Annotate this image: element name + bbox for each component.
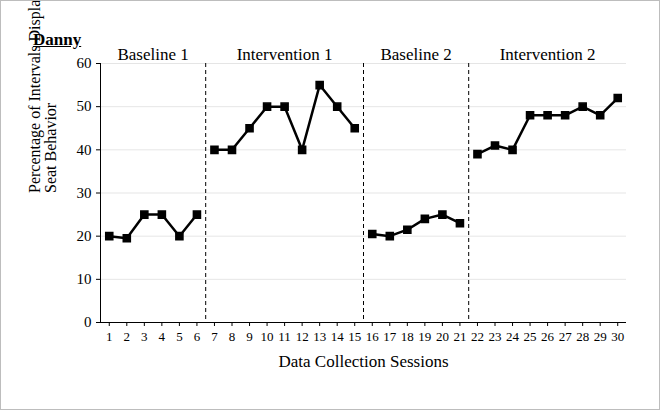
svg-text:17: 17 <box>383 329 397 344</box>
svg-text:20: 20 <box>77 228 92 244</box>
svg-text:24: 24 <box>506 329 520 344</box>
svg-text:30: 30 <box>77 185 92 201</box>
svg-text:25: 25 <box>524 329 537 344</box>
svg-text:14: 14 <box>331 329 345 344</box>
svg-text:26: 26 <box>541 329 555 344</box>
svg-text:27: 27 <box>559 329 573 344</box>
svg-text:7: 7 <box>211 329 218 344</box>
svg-text:40: 40 <box>77 142 92 158</box>
svg-text:15: 15 <box>348 329 361 344</box>
svg-text:21: 21 <box>453 329 466 344</box>
svg-text:Intervention 2: Intervention 2 <box>500 45 596 64</box>
svg-text:Baseline 1: Baseline 1 <box>117 45 188 64</box>
svg-text:5: 5 <box>176 329 183 344</box>
svg-text:3: 3 <box>141 329 148 344</box>
svg-text:4: 4 <box>159 329 166 344</box>
svg-text:Data Collection Sessions: Data Collection Sessions <box>279 352 449 371</box>
svg-text:23: 23 <box>489 329 502 344</box>
svg-text:18: 18 <box>401 329 414 344</box>
svg-text:28: 28 <box>576 329 589 344</box>
svg-text:1: 1 <box>106 329 113 344</box>
svg-text:19: 19 <box>418 329 431 344</box>
svg-text:12: 12 <box>296 329 309 344</box>
svg-text:10: 10 <box>261 329 274 344</box>
svg-text:29: 29 <box>594 329 607 344</box>
svg-text:Percentage of Intervals Displa: Percentage of Intervals Displaying In-Se… <box>26 0 59 193</box>
svg-text:Intervention 1: Intervention 1 <box>237 45 333 64</box>
svg-text:6: 6 <box>194 329 201 344</box>
svg-text:0: 0 <box>84 314 92 330</box>
svg-text:20: 20 <box>436 329 449 344</box>
svg-text:13: 13 <box>313 329 326 344</box>
svg-text:8: 8 <box>229 329 236 344</box>
svg-text:16: 16 <box>366 329 380 344</box>
svg-text:30: 30 <box>611 329 624 344</box>
svg-text:50: 50 <box>77 98 92 114</box>
svg-text:Baseline 2: Baseline 2 <box>380 45 451 64</box>
svg-text:10: 10 <box>77 271 92 287</box>
svg-text:22: 22 <box>471 329 484 344</box>
svg-text:60: 60 <box>77 55 92 71</box>
svg-text:9: 9 <box>246 329 253 344</box>
svg-text:2: 2 <box>124 329 131 344</box>
svg-text:11: 11 <box>278 329 291 344</box>
